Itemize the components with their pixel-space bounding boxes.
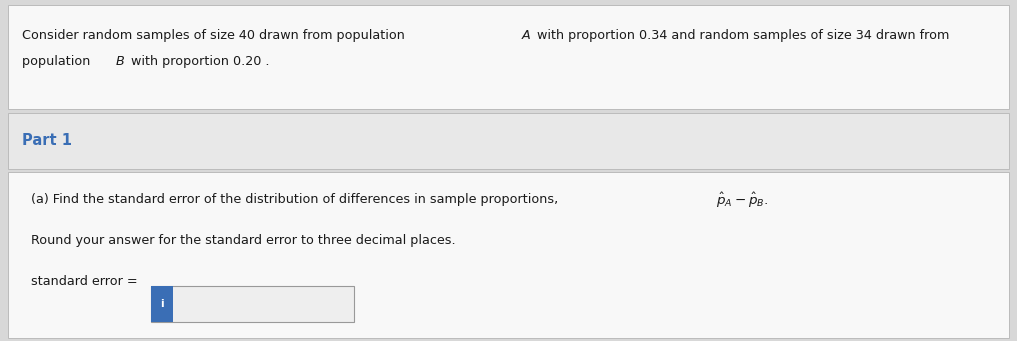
Text: with proportion 0.34 and random samples of size 34 drawn from: with proportion 0.34 and random samples … — [533, 29, 949, 42]
Text: B: B — [116, 55, 124, 68]
Text: $\hat{p}_{A} - \hat{p}_{B}.$: $\hat{p}_{A} - \hat{p}_{B}.$ — [716, 191, 769, 210]
Text: population: population — [22, 55, 95, 68]
Text: with proportion 0.20 .: with proportion 0.20 . — [127, 55, 270, 68]
FancyBboxPatch shape — [8, 113, 1009, 169]
Text: Round your answer for the standard error to three decimal places.: Round your answer for the standard error… — [31, 234, 456, 247]
Text: (a) Find the standard error of the distribution of differences in sample proport: (a) Find the standard error of the distr… — [31, 193, 561, 206]
Text: A: A — [522, 29, 530, 42]
FancyBboxPatch shape — [8, 5, 1009, 109]
FancyBboxPatch shape — [151, 286, 173, 322]
Text: i: i — [160, 299, 164, 309]
Text: Part 1: Part 1 — [22, 133, 72, 148]
Text: Consider random samples of size 40 drawn from population: Consider random samples of size 40 drawn… — [22, 29, 409, 42]
FancyBboxPatch shape — [151, 286, 354, 322]
FancyBboxPatch shape — [8, 172, 1009, 338]
Text: standard error =: standard error = — [31, 275, 137, 288]
